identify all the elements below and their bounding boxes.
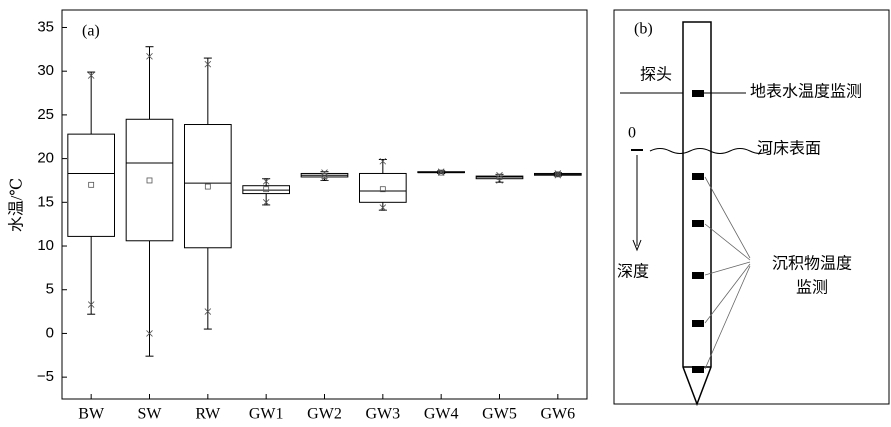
box (359, 172, 407, 203)
riverbed-label: 河床表面 (757, 140, 821, 158)
mean (438, 169, 445, 176)
outlier (554, 170, 562, 177)
sensor (692, 220, 704, 227)
y-tick-label: 35 (37, 18, 54, 35)
probe-label: 探头 (640, 66, 672, 84)
outlier (321, 174, 328, 182)
sediment-label: 监测 (796, 279, 828, 297)
mean (554, 171, 561, 178)
y-tick-label: 10 (37, 237, 54, 254)
surface-label: 地表水温度监测 (750, 83, 862, 101)
outlier (146, 330, 153, 337)
outlier (146, 53, 153, 60)
probe-rod (682, 21, 712, 407)
x-tick-label: GW5 (482, 406, 517, 423)
mean (263, 186, 270, 193)
outlier (379, 157, 387, 165)
x-tick-label: GW2 (307, 406, 342, 423)
sensor (692, 366, 704, 373)
mean (496, 174, 503, 180)
outlier (204, 60, 212, 68)
y-tick-label: 15 (37, 193, 54, 210)
y-tick-label: 0 (46, 324, 54, 341)
outlier (554, 171, 562, 179)
outlier (87, 72, 95, 79)
y-tick-label: 30 (37, 62, 54, 79)
x-tick-label: BW (78, 406, 105, 423)
sensor (692, 173, 704, 180)
outlier (437, 168, 445, 176)
box (184, 124, 232, 249)
panel-label: (a) (82, 23, 100, 40)
panel-label: (b) (634, 21, 653, 38)
y-tick-label: 25 (37, 106, 54, 123)
mean (321, 173, 328, 179)
outlier (496, 171, 503, 179)
outlier (204, 308, 212, 315)
x-tick-label: GW3 (366, 406, 401, 423)
sensor (692, 320, 704, 327)
x-tick-label: GW4 (424, 406, 459, 423)
mean (204, 183, 211, 190)
depth-label: 深度 (617, 263, 649, 281)
callout-lines (704, 176, 751, 370)
x-tick-label: RW (195, 406, 221, 423)
sensor (692, 272, 704, 279)
riverbed-line (649, 148, 771, 154)
box (67, 133, 116, 237)
sensor (692, 90, 704, 97)
x-tick-label: SW (138, 406, 163, 423)
outlier (262, 199, 270, 206)
mean (379, 186, 386, 193)
x-tick-label: GW1 (249, 406, 284, 423)
outlier (87, 301, 95, 308)
outlier (262, 178, 270, 185)
outlier (496, 177, 503, 184)
sediment-label: 沉积物温度 (772, 255, 852, 273)
mean (146, 177, 153, 184)
zero-label: 0 (628, 125, 636, 142)
box (125, 118, 174, 242)
outlier (379, 204, 387, 211)
y-tick-label: −5 (37, 368, 54, 385)
outlier (321, 169, 328, 176)
outlier (437, 169, 445, 176)
y-tick-label: 5 (46, 281, 54, 298)
diagram-frame (613, 9, 890, 405)
sensors (692, 90, 704, 373)
y-tick-label: 20 (37, 150, 54, 167)
arrow-head (632, 239, 642, 252)
x-tick-label: GW6 (541, 406, 576, 423)
mean (88, 181, 95, 188)
y-axis-label: 水温/℃ (8, 178, 26, 232)
